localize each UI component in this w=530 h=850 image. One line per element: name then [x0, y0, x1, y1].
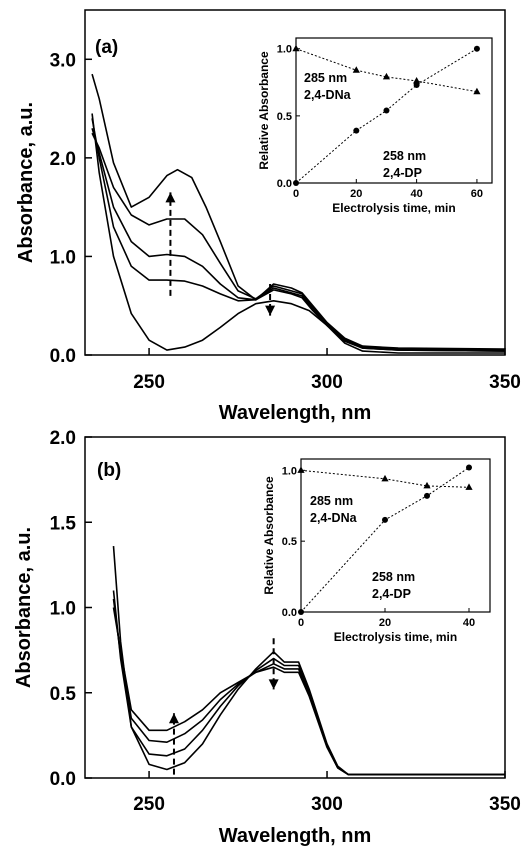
- inset-point-circle: [473, 45, 480, 52]
- inset-series-label-line2: 2,4-DNa: [304, 88, 352, 102]
- panel-a: 250 300 350 0.0 1.0 2.0 3.0 Wavelength, nm Absor…: [15, 9, 521, 424]
- y-axis-title: Absorbance, a.u.: [15, 102, 37, 263]
- inset-point-circle: [413, 81, 420, 88]
- inset-point-circle: [298, 609, 304, 615]
- panel-b: 250 300 350 0.0 0.5 1.0 1.5 2.0 Wavelength, nm Ab…: [13, 428, 521, 847]
- inset-y-axis-title: Relative Absorbance: [257, 51, 271, 170]
- inset-series-label-line2: 2,4-DP: [383, 166, 422, 180]
- trend-arrow-head-up: [165, 192, 176, 203]
- inset-frame: [295, 37, 493, 184]
- trend-arrow-head-down: [265, 305, 276, 316]
- panel-label: (b): [97, 460, 121, 481]
- inset-trend-triangle: [295, 48, 477, 93]
- inset-y-tick-label: 0.0: [282, 607, 297, 619]
- inset-x-axis-title: Electrolysis time, min: [334, 630, 457, 644]
- x-tick-label: 300: [311, 372, 343, 393]
- y-tick-label: 2.0: [50, 428, 76, 449]
- spectrum-line-5: [91, 73, 506, 350]
- inset-x-axis-title: Electrolysis time, min: [332, 201, 455, 215]
- x-tick-label: 300: [311, 794, 343, 815]
- inset-chart: 0 20 40 0.0 0.5 1.0 Electrolysis time, min Rela…: [262, 458, 491, 644]
- inset-trend-triangle: [300, 469, 470, 488]
- y-tick-label: 0.5: [50, 684, 77, 705]
- trend-arrow-head-down: [268, 679, 279, 690]
- x-tick-label: 250: [133, 372, 165, 393]
- inset-series-label-line1: 258 nm: [383, 149, 426, 163]
- inset-series-label-line2: 2,4-DP: [372, 587, 411, 601]
- inset-x-tick-label: 20: [350, 188, 362, 200]
- inset-y-tick-label: 1.0: [277, 44, 292, 56]
- x-tick-label: 250: [133, 794, 165, 815]
- y-tick-label: 2.0: [50, 149, 76, 170]
- inset-point-triangle: [352, 66, 360, 73]
- inset-point-triangle: [423, 481, 431, 489]
- inset-point-circle: [382, 516, 388, 523]
- y-tick-label: 1.0: [50, 247, 76, 268]
- spectrum-line-3: [91, 128, 506, 352]
- inset-y-axis-title: Relative Absorbance: [262, 476, 276, 595]
- inset-chart: 0 20 40 60 0.0 0.5 1.0 Electrolysis time, min Re…: [257, 37, 493, 215]
- y-axis-title: Absorbance, a.u.: [13, 527, 35, 688]
- inset-point-triangle: [473, 87, 481, 95]
- inset-point-triangle: [382, 72, 391, 80]
- inset-y-tick-label: 0.0: [277, 178, 292, 190]
- inset-x-tick-label: 40: [463, 617, 475, 629]
- inset-point-circle: [383, 107, 390, 114]
- panel-label: (a): [95, 37, 118, 58]
- inset-point-triangle: [465, 483, 473, 490]
- x-tick-label: 350: [489, 794, 521, 815]
- y-tick-label: 1.5: [50, 513, 77, 534]
- inset-x-tick-label: 40: [410, 188, 422, 200]
- x-tick-label: 350: [489, 372, 521, 393]
- x-axis-title: Wavelength, nm: [219, 825, 372, 847]
- inset-y-tick-label: 0.5: [282, 536, 297, 548]
- inset-series-label-line1: 258 nm: [372, 570, 415, 584]
- inset-x-tick-label: 60: [471, 188, 483, 200]
- inset-x-tick-label: 20: [379, 617, 391, 629]
- inset-series-label-line1: 285 nm: [304, 71, 347, 85]
- inset-point-circle: [353, 127, 360, 134]
- inset-point-circle: [293, 180, 299, 186]
- plot-frame: [84, 9, 506, 356]
- inset-point-circle: [424, 492, 430, 499]
- inset-point-triangle: [413, 76, 421, 84]
- inset-point-triangle: [292, 44, 300, 52]
- trend-arrow-head-up: [168, 713, 179, 724]
- inset-series-label-line1: 285 nm: [310, 494, 353, 508]
- y-tick-label: 0.0: [50, 769, 76, 790]
- spectrum-line-4: [112, 607, 505, 776]
- inset-x-tick-label: 0: [298, 617, 304, 629]
- inset-y-tick-label: 0.5: [277, 111, 292, 123]
- inset-point-circle: [466, 464, 472, 471]
- y-tick-label: 3.0: [50, 50, 76, 71]
- inset-frame: [300, 458, 491, 613]
- y-tick-label: 1.0: [50, 599, 76, 620]
- inset-series-label-line2: 2,4-DNa: [310, 511, 358, 525]
- spectrum-line-3: [112, 598, 505, 776]
- inset-x-tick-label: 0: [293, 188, 299, 200]
- inset-point-triangle: [297, 466, 305, 473]
- inset-y-tick-label: 1.0: [282, 465, 297, 477]
- inset-point-triangle: [381, 474, 389, 482]
- y-tick-label: 0.0: [50, 346, 76, 367]
- spectrum-line-1: [91, 113, 505, 354]
- spectrum-line-2: [112, 590, 505, 776]
- inset-trend-circle: [300, 467, 470, 613]
- x-axis-title: Wavelength, nm: [219, 402, 372, 424]
